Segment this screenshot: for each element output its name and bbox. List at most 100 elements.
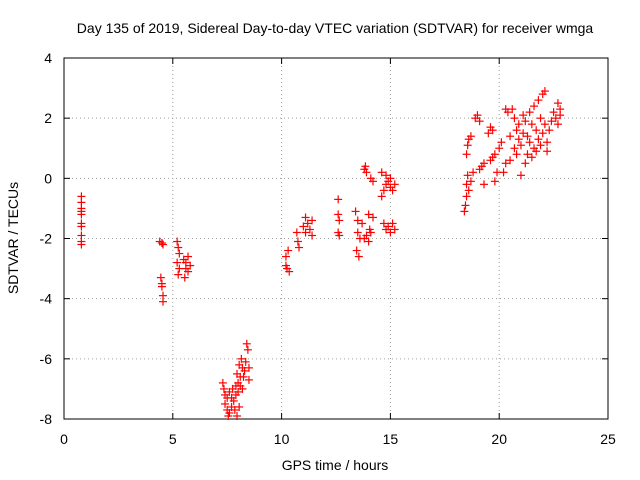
data-point: [510, 114, 519, 123]
data-point: [292, 228, 301, 237]
data-point: [281, 261, 290, 270]
data-point: [479, 180, 488, 189]
data-point: [386, 174, 395, 183]
data-point: [377, 168, 386, 177]
data-point: [364, 237, 373, 246]
data-point: [510, 144, 519, 153]
data-point: [514, 120, 523, 129]
data-point: [551, 114, 560, 123]
data-point: [501, 159, 510, 168]
data-point: [506, 132, 515, 141]
data-point: [229, 396, 238, 405]
data-point: [466, 132, 475, 141]
x-tick-label: 10: [274, 431, 290, 447]
data-point: [462, 150, 471, 159]
data-point: [364, 210, 373, 219]
data-point: [538, 129, 547, 138]
data-point: [184, 252, 193, 261]
data-point: [159, 240, 168, 249]
data-point: [543, 138, 552, 147]
data-point: [242, 339, 251, 348]
data-point: [334, 195, 343, 204]
data-points: [77, 87, 565, 420]
data-point: [379, 219, 388, 228]
data-point: [239, 372, 248, 381]
y-tick-labels: -8 -6 -4 -2 0 2 4: [40, 50, 53, 427]
y-tick-label: 4: [44, 50, 52, 66]
data-point: [466, 177, 475, 186]
data-point: [534, 96, 543, 105]
data-point: [508, 105, 517, 114]
data-point: [175, 249, 184, 258]
data-point: [527, 120, 536, 129]
data-point: [549, 108, 558, 117]
data-point: [514, 135, 523, 144]
x-tick-label: 15: [383, 431, 399, 447]
data-point: [382, 171, 391, 180]
data-point: [351, 207, 360, 216]
data-point: [461, 201, 470, 210]
data-point: [295, 243, 304, 252]
x-tick-label: 5: [169, 431, 177, 447]
data-point: [390, 225, 399, 234]
data-point: [353, 216, 362, 225]
data-point: [77, 240, 86, 249]
data-point: [464, 186, 473, 195]
data-point: [174, 270, 183, 279]
data-point: [388, 186, 397, 195]
data-point: [497, 138, 506, 147]
data-point: [238, 384, 247, 393]
data-point: [234, 387, 243, 396]
data-point: [301, 228, 310, 237]
data-point: [305, 225, 314, 234]
data-point: [362, 168, 371, 177]
data-point: [368, 213, 377, 222]
data-point: [377, 192, 386, 201]
data-point: [221, 399, 230, 408]
data-point: [516, 141, 525, 150]
x-tick-labels: 0 5 10 15 20 25: [60, 431, 616, 447]
x-axis-label: GPS time / hours: [282, 457, 389, 473]
data-point: [553, 99, 562, 108]
data-point: [525, 108, 534, 117]
data-point: [536, 114, 545, 123]
data-point: [512, 126, 521, 135]
data-point: [243, 345, 252, 354]
data-point: [490, 177, 499, 186]
chart-title: Day 135 of 2019, Sidereal Day-to-day VTE…: [77, 20, 594, 36]
data-point: [490, 150, 499, 159]
data-point: [484, 129, 493, 138]
y-tick-label: 2: [44, 110, 52, 126]
data-point: [285, 267, 294, 276]
data-point: [540, 87, 549, 96]
data-point: [525, 138, 534, 147]
data-point: [281, 252, 290, 261]
data-point: [173, 258, 182, 267]
grid-lines: [64, 58, 608, 419]
data-point: [240, 366, 249, 375]
data-point: [299, 222, 308, 231]
data-point: [379, 186, 388, 195]
y-tick-label: 0: [44, 170, 52, 186]
data-point: [540, 120, 549, 129]
data-point: [462, 192, 471, 201]
x-tick-label: 25: [600, 431, 616, 447]
data-point: [495, 144, 504, 153]
data-point: [532, 126, 541, 135]
data-point: [157, 282, 166, 291]
data-point: [186, 261, 195, 270]
x-tick-label: 20: [491, 431, 507, 447]
data-point: [506, 156, 515, 165]
data-point: [335, 231, 344, 240]
data-point: [475, 117, 484, 126]
data-point: [469, 168, 478, 177]
data-point: [516, 171, 525, 180]
data-point: [284, 246, 293, 255]
data-point: [335, 216, 344, 225]
data-point: [225, 408, 234, 417]
y-tick-label: -4: [40, 291, 53, 307]
data-point: [361, 162, 370, 171]
data-point: [547, 117, 556, 126]
data-point: [334, 210, 343, 219]
